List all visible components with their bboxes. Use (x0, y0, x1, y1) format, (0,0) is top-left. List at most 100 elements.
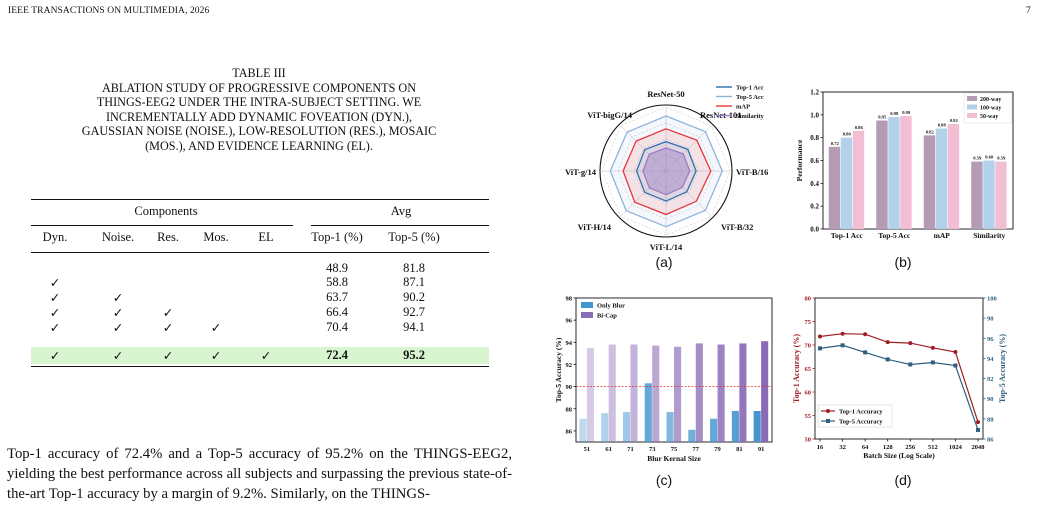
bar-value-label: 0.86 (855, 125, 864, 130)
bar (995, 161, 1007, 229)
x-tick-label: Top-1 Acc (831, 231, 864, 240)
bar-value-label: 0.72 (831, 141, 840, 146)
legend-swatch (581, 312, 593, 318)
x-tick-label: 16 (817, 444, 824, 451)
column-header: Top-1 (%) (311, 230, 363, 244)
y-axis-label: Top-5 Accuracy (%) (554, 337, 563, 402)
radar-axis-label: ResNet-50 (647, 89, 684, 99)
y-tick-label-left: 70 (805, 343, 812, 350)
x-tick-label: 64 (862, 444, 869, 451)
bar-bi-cap (761, 341, 769, 442)
column-header: Dyn. (42, 230, 68, 244)
caption-line: incrementally add dynamic foveation (Dyn… (105, 109, 413, 124)
caption-line: THINGS-EEG2 under the intra-subject sett… (96, 95, 422, 110)
top1-value: 70.4 (326, 320, 348, 334)
point-marker (908, 362, 913, 367)
series-line (819, 344, 979, 431)
top5-value: 92.7 (403, 305, 425, 319)
bar-svg-c: 86 88 90 92 94 96 98 51 61 71 73 75 77 79 81 91 Blur Ker… (554, 296, 773, 463)
top5-value: 87.1 (403, 275, 425, 289)
bar-value-label: 0.59 (973, 156, 982, 161)
legend-swatch (967, 104, 977, 110)
y-axis-label-right: Top-5 Accuracy (%) (998, 334, 1007, 403)
point-marker (930, 360, 935, 365)
top5-value: 94.1 (403, 320, 425, 334)
legend-label: Only Blur (597, 303, 625, 310)
bar (876, 120, 888, 229)
x-tick-label: 91 (758, 446, 765, 453)
legend-swatch (581, 302, 593, 308)
legend-box (817, 404, 893, 428)
radar-spoke (665, 170, 712, 217)
bar-only-blur (731, 410, 739, 442)
bar-only-blur (688, 429, 696, 442)
point-marker (863, 350, 868, 355)
radar-series (642, 147, 691, 196)
table-label: TABLE III (232, 66, 286, 80)
group-header-avg: Avg (390, 204, 412, 218)
legend-marker (826, 419, 830, 423)
y-axis-label: Performance (795, 139, 804, 181)
legend-marker (826, 409, 830, 413)
legend-swatch (967, 96, 977, 101)
radar-outer-ring (599, 104, 733, 238)
radar-spoke (665, 125, 712, 172)
top5-value: 95.2 (403, 348, 425, 362)
radar-axis-label: ViT-g/14 (565, 167, 597, 177)
x-tick-label: 71 (627, 446, 634, 453)
radar-svg: ResNet-50ResNet-101ViT-B/16ViT-B/32ViT-L… (565, 85, 768, 253)
radar-grid (617, 122, 715, 220)
check-mark: ✓ (49, 291, 61, 305)
bar-chart-blur-kernel: 86 88 90 92 94 96 98 51 61 71 73 75 77 79 81 91 Blur Ker… (554, 294, 780, 466)
legend-label: mAP (736, 104, 750, 111)
radar-axis-label: ViT-B/32 (721, 222, 753, 232)
radar-series (635, 140, 697, 202)
x-tick-label: 75 (671, 446, 678, 453)
bar-value-label: 0.82 (926, 129, 935, 134)
bar-bi-cap (586, 347, 594, 442)
x-tick-label: 77 (693, 446, 700, 453)
top1-value: 48.9 (326, 261, 348, 275)
top1-value: 72.4 (326, 348, 348, 362)
point-marker (840, 343, 845, 348)
x-tick-label: 1024 (949, 444, 963, 451)
bar-only-blur (579, 418, 587, 442)
check-mark: ✓ (112, 349, 124, 363)
column-header: Noise. (101, 230, 135, 244)
radar-spoke (620, 170, 667, 217)
column-header: EL (258, 230, 274, 244)
check-mark: ✓ (162, 321, 174, 335)
x-axis-label: Blur Kernal Size (647, 454, 701, 463)
x-tick-label: 73 (649, 446, 656, 453)
y-tick-label-left: 50 (805, 437, 812, 444)
bar-value-label: 0.59 (997, 156, 1006, 161)
bar-bi-cap (674, 346, 682, 442)
point-marker (953, 350, 958, 355)
bar-bi-cap (652, 345, 660, 442)
point-marker (930, 345, 935, 350)
check-mark: ✓ (49, 306, 61, 320)
top5-value: 90.2 (403, 290, 425, 304)
radar-chart: ResNet-50 ResNet-101 ViT-B/16 ViT-B/32 ViT-L… (558, 84, 778, 254)
bar-value-label: 0.88 (938, 123, 947, 128)
y-tick-label-left: 75 (805, 319, 812, 326)
y-tick-label-left: 65 (805, 366, 812, 373)
radar-axis-label: ViT-H/14 (578, 222, 612, 232)
bar (852, 130, 865, 229)
x-tick-label: mAP (934, 231, 951, 240)
y-tick-label-right: 96 (987, 336, 994, 343)
legend-label: Bi-Cap (597, 313, 617, 320)
legend-label: Top-1 Accuracy (839, 409, 883, 416)
bar-bi-cap (630, 344, 638, 442)
caption-line: Ablation study of progressive components… (101, 80, 417, 95)
column-header: Res. (157, 230, 179, 244)
panel-label-a: (a) (655, 254, 673, 270)
y-axis-label-left: Top-1 Accuracy (%) (792, 334, 801, 403)
check-mark: ✓ (49, 321, 61, 335)
table-caption: TABLE III Ablation study of progressive … (0, 66, 518, 154)
x-tick-label: 81 (736, 446, 743, 453)
panel-label-b: (b) (894, 254, 912, 270)
x-tick-label: 61 (605, 446, 612, 453)
check-mark: ✓ (162, 349, 174, 363)
legend-label: 100-way (980, 106, 1001, 112)
